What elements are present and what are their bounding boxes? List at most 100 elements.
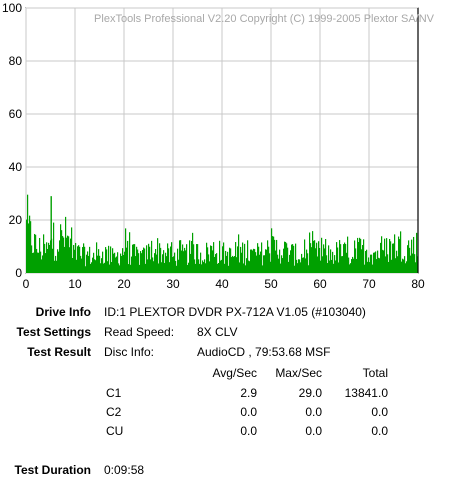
error-bar	[152, 257, 154, 273]
error-bar	[372, 264, 374, 273]
error-bar	[318, 241, 320, 273]
error-bar	[231, 257, 233, 273]
error-bar	[309, 232, 311, 273]
error-bar	[161, 262, 163, 273]
error-bar	[80, 255, 82, 273]
error-bar	[301, 253, 303, 273]
error-bar	[281, 255, 283, 273]
error-bar	[256, 255, 258, 273]
error-bar	[146, 245, 148, 273]
error-bar	[166, 256, 168, 273]
error-bar	[79, 246, 81, 273]
error-bar	[312, 231, 314, 273]
error-bar	[274, 239, 276, 273]
error-bar	[63, 237, 65, 273]
x-tick-label: 70	[362, 277, 376, 291]
error-bar	[168, 248, 170, 273]
error-bar	[216, 253, 218, 273]
error-bar	[378, 257, 380, 273]
error-bar	[112, 248, 114, 273]
error-bar	[74, 249, 76, 273]
error-bar	[229, 247, 231, 273]
error-bar	[67, 235, 69, 273]
error-bar	[345, 244, 347, 273]
error-bar	[176, 265, 178, 273]
error-bar	[155, 248, 157, 273]
error-bar	[264, 255, 266, 273]
error-bar	[78, 245, 80, 273]
error-bar	[307, 253, 309, 273]
error-bar	[327, 263, 329, 273]
error-bar	[86, 254, 88, 273]
error-bar	[118, 263, 120, 273]
error-bar	[143, 247, 145, 273]
error-bar	[399, 239, 401, 273]
error-bar	[246, 258, 248, 273]
error-bar	[208, 254, 210, 273]
test-duration-label: Test Duration	[14, 463, 91, 477]
error-bar	[179, 240, 181, 273]
error-bar	[305, 258, 307, 273]
error-bar	[172, 257, 174, 273]
error-bar	[268, 246, 270, 273]
error-bar	[191, 240, 193, 273]
error-bar	[110, 246, 112, 273]
disc-info-value: AudioCD , 79:53.68 MSF	[197, 345, 331, 359]
error-bar	[141, 253, 143, 273]
error-bar	[294, 265, 296, 273]
error-bar	[277, 254, 279, 273]
error-bar	[83, 243, 85, 273]
error-bar	[129, 232, 131, 273]
error-bar	[165, 252, 167, 273]
error-bar	[59, 240, 61, 273]
error-bar	[150, 259, 152, 273]
x-tick-label: 20	[117, 277, 131, 291]
error-bar	[88, 255, 90, 273]
error-bar	[359, 237, 361, 273]
error-bar	[255, 252, 257, 273]
error-bar	[406, 261, 408, 273]
error-bar	[250, 249, 252, 273]
error-bar	[189, 240, 191, 273]
error-bar	[158, 263, 160, 273]
error-bar	[240, 246, 242, 273]
error-bar	[356, 258, 358, 273]
error-bar	[26, 219, 28, 273]
error-bar	[30, 221, 32, 273]
error-bar	[328, 245, 330, 273]
error-bar	[47, 248, 49, 273]
error-bar	[348, 257, 350, 273]
error-bar	[91, 262, 93, 273]
error-bar	[38, 252, 40, 273]
error-bar	[153, 261, 155, 273]
error-bar	[120, 253, 122, 273]
error-bar	[270, 261, 272, 273]
error-bar	[33, 252, 35, 273]
error-bar	[41, 259, 43, 273]
error-bar	[54, 260, 56, 273]
error-bar	[402, 258, 404, 273]
error-bar	[387, 254, 389, 273]
error-bar	[367, 261, 369, 273]
error-bar	[124, 251, 126, 273]
error-bar	[116, 256, 118, 273]
error-bar	[89, 246, 91, 273]
error-bar	[396, 250, 398, 273]
error-bar	[113, 253, 115, 273]
error-bar	[355, 248, 357, 273]
error-bar	[304, 239, 306, 273]
error-bar	[138, 253, 140, 273]
error-bar	[39, 237, 41, 273]
error-bar	[180, 240, 182, 273]
error-bar	[42, 255, 44, 273]
x-axis-ticks: 0 10 20 30 40 50 60 70 80	[23, 277, 425, 291]
error-bar	[140, 251, 142, 273]
error-bar	[321, 237, 323, 273]
error-bar	[374, 252, 376, 273]
error-bar	[273, 236, 275, 273]
error-bar	[60, 224, 62, 273]
error-bar	[29, 215, 31, 273]
error-bar	[125, 228, 127, 273]
error-bar	[131, 256, 133, 273]
error-bar	[249, 261, 251, 273]
